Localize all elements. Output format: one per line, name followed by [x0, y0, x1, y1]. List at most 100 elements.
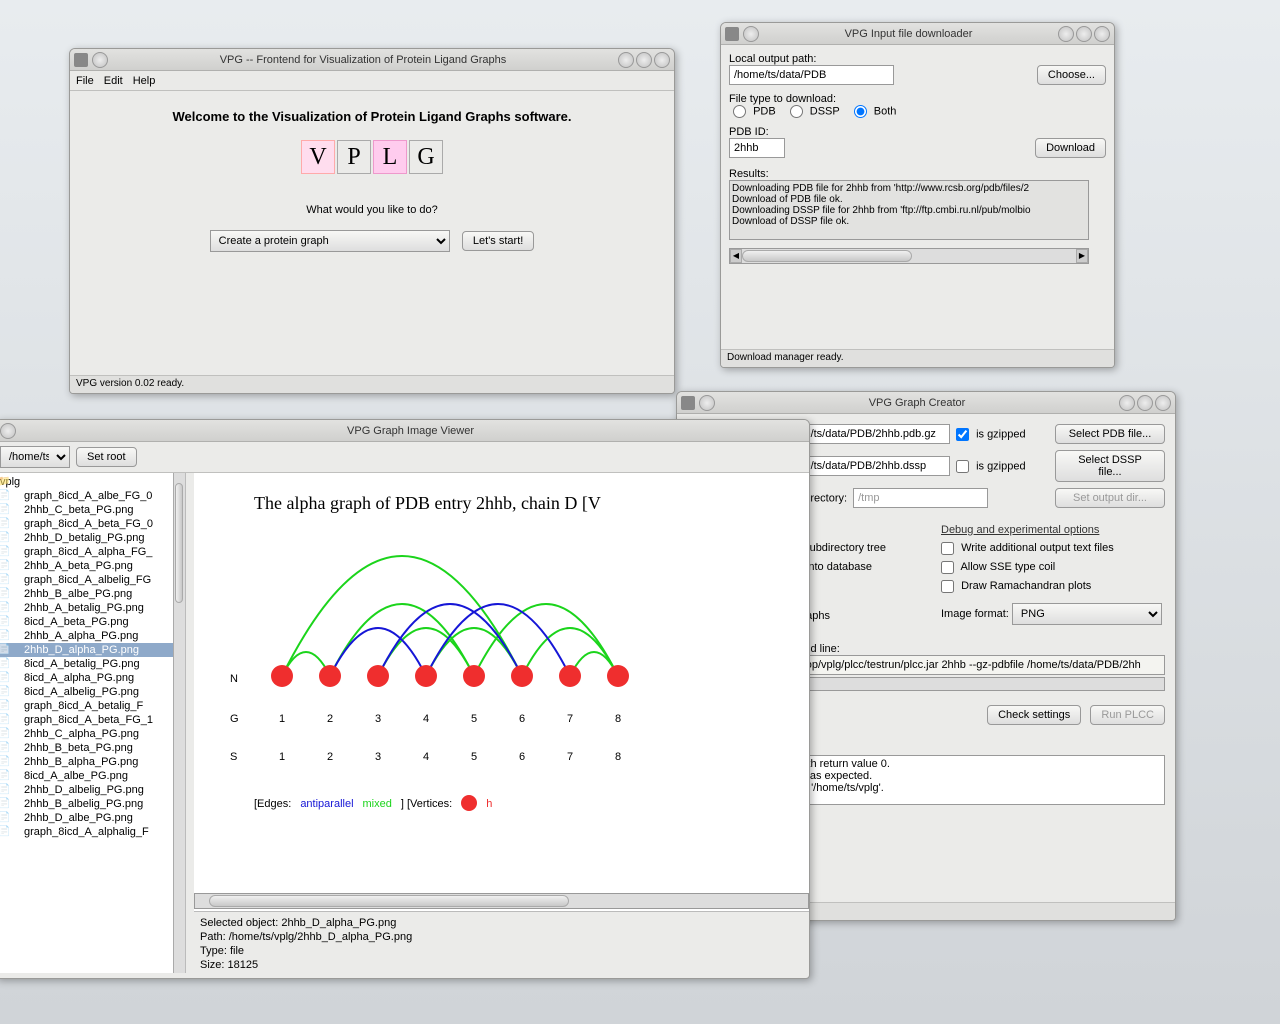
svg-text:4: 4 — [423, 751, 429, 763]
select-dssp-button[interactable]: Select DSSP file... — [1055, 450, 1165, 482]
tree-item[interactable]: 2hhb_B_alpha_PG.png — [0, 755, 185, 769]
viewer-title: VPG Graph Image Viewer — [16, 425, 805, 437]
viewer-toolbar: /home/ts Set root — [0, 442, 809, 473]
check-settings-button[interactable]: Check settings — [987, 705, 1081, 725]
app-state-icon — [92, 52, 108, 68]
minimize-button[interactable] — [618, 52, 634, 68]
setroot-button[interactable]: Set root — [76, 447, 137, 467]
tree-item[interactable]: 2hhb_A_betalig_PG.png — [0, 601, 185, 615]
minimize-button[interactable] — [1119, 395, 1135, 411]
viewer-titlebar[interactable]: VPG Graph Image Viewer — [0, 420, 809, 442]
tree-item[interactable]: 2hhb_A_beta_PG.png — [0, 559, 185, 573]
select-pdb-button[interactable]: Select PDB file... — [1055, 424, 1165, 444]
close-button[interactable] — [1094, 26, 1110, 42]
pdbid-label: PDB ID: — [729, 126, 1106, 138]
tree-item[interactable]: graph_8icd_A_beta_FG_0 — [0, 517, 185, 531]
download-button[interactable]: Download — [1035, 138, 1106, 158]
radio-pdb[interactable]: PDB — [733, 105, 776, 118]
pdbid-input[interactable] — [729, 138, 785, 158]
tree-item[interactable]: 8icd_A_alpha_PG.png — [0, 671, 185, 685]
opt-ramachandran[interactable]: Draw Ramachandran plots — [941, 580, 1091, 592]
tree-item[interactable]: 2hhb_B_albelig_PG.png — [0, 797, 185, 811]
svg-text:3: 3 — [375, 713, 381, 725]
opt-sse-coil[interactable]: Allow SSE type coil — [941, 561, 1055, 573]
radio-dssp[interactable]: DSSP — [790, 105, 840, 118]
close-button[interactable] — [654, 52, 670, 68]
logo-letter-g: G — [409, 140, 443, 174]
svg-text:8: 8 — [615, 713, 621, 725]
legend-mixed: mixed — [363, 798, 392, 810]
choose-button[interactable]: Choose... — [1037, 65, 1106, 85]
svg-text:8: 8 — [615, 751, 621, 763]
image-format-select[interactable]: PNG — [1012, 603, 1162, 625]
start-button[interactable]: Let's start! — [462, 231, 534, 251]
view-hscroll[interactable] — [194, 893, 809, 909]
tree-item[interactable]: 2hhb_A_alpha_PG.png — [0, 629, 185, 643]
downloader-titlebar[interactable]: VPG Input file downloader — [721, 23, 1114, 45]
menu-help[interactable]: Help — [133, 75, 156, 87]
svg-text:6: 6 — [519, 713, 525, 725]
tree-item[interactable]: 2hhb_B_albe_PG.png — [0, 587, 185, 601]
svg-text:G: G — [230, 713, 239, 725]
tree-item[interactable]: graph_8icd_A_betalig_F — [0, 699, 185, 713]
run-plcc-button: Run PLCC — [1090, 705, 1165, 725]
minimize-button[interactable] — [1058, 26, 1074, 42]
maximize-button[interactable] — [1076, 26, 1092, 42]
svg-text:4: 4 — [423, 713, 429, 725]
creator-titlebar[interactable]: VPG Graph Creator — [677, 392, 1175, 414]
app-icon — [74, 53, 88, 67]
action-select[interactable]: Create a protein graph — [210, 230, 450, 252]
downloader-status: Download manager ready. — [721, 349, 1114, 367]
maximize-button[interactable] — [1137, 395, 1153, 411]
results-hscroll[interactable]: ◀▶ — [729, 248, 1089, 264]
gzipped-dssp-checkbox[interactable]: is gzipped — [956, 460, 1026, 473]
tree-item[interactable]: 8icd_A_albe_PG.png — [0, 769, 185, 783]
info-size: Size: 18125 — [200, 958, 803, 972]
main-status: VPG version 0.02 ready. — [70, 375, 674, 393]
file-tree[interactable]: vplggraph_8icd_A_albe_FG_02hhb_C_beta_PG… — [0, 473, 186, 973]
main-titlebar[interactable]: VPG -- Frontend for Visualization of Pro… — [70, 49, 674, 71]
graph-legend: [Edges: antiparallel mixed ] [Vertices: … — [254, 791, 809, 812]
tree-item[interactable]: 2hhb_B_beta_PG.png — [0, 741, 185, 755]
info-type: Type: file — [200, 944, 803, 958]
tree-item[interactable]: 8icd_A_beta_PG.png — [0, 615, 185, 629]
logo-letter-l: L — [373, 140, 407, 174]
menu-edit[interactable]: Edit — [104, 75, 123, 87]
maximize-button[interactable] — [636, 52, 652, 68]
local-output-input[interactable] — [729, 65, 894, 85]
info-path: Path: /home/ts/vplg/2hhb_D_alpha_PG.png — [200, 930, 803, 944]
tree-item[interactable]: 8icd_A_albelig_PG.png — [0, 685, 185, 699]
tree-item[interactable]: 2hhb_C_alpha_PG.png — [0, 727, 185, 741]
opt-addl-text[interactable]: Write additional output text files — [941, 542, 1114, 554]
tree-item[interactable]: 2hhb_C_beta_PG.png — [0, 503, 185, 517]
app-icon — [725, 27, 739, 41]
tree-item[interactable]: graph_8icd_A_beta_FG_1 — [0, 713, 185, 727]
app-state-icon — [0, 423, 16, 439]
radio-both[interactable]: Both — [854, 105, 897, 118]
tree-item[interactable]: 2hhb_D_betalig_PG.png — [0, 531, 185, 545]
gzipped-pdb-checkbox[interactable]: is gzipped — [956, 428, 1026, 441]
tree-item[interactable]: graph_8icd_A_alphalig_F — [0, 825, 185, 839]
tree-item[interactable]: graph_8icd_A_albe_FG_0 — [0, 489, 185, 503]
set-outdir-button: Set output dir... — [1055, 488, 1165, 508]
path-select[interactable]: /home/ts — [0, 446, 70, 468]
filetype-label: File type to download: — [729, 93, 1106, 105]
viewer-window: VPG Graph Image Viewer /home/ts Set root… — [0, 419, 810, 979]
svg-text:N: N — [230, 673, 238, 685]
app-state-icon — [743, 26, 759, 42]
tree-item[interactable]: 2hhb_D_albelig_PG.png — [0, 783, 185, 797]
close-button[interactable] — [1155, 395, 1171, 411]
tree-item[interactable]: 8icd_A_betalig_PG.png — [0, 657, 185, 671]
app-state-icon — [699, 395, 715, 411]
svg-text:1: 1 — [279, 751, 285, 763]
tree-item[interactable]: graph_8icd_A_albelig_FG — [0, 573, 185, 587]
tree-root[interactable]: vplg — [0, 475, 185, 489]
tree-item[interactable]: graph_8icd_A_alpha_FG_ — [0, 545, 185, 559]
tree-item[interactable]: 2hhb_D_alpha_PG.png — [0, 643, 185, 657]
results-label: Results: — [729, 168, 1106, 180]
tree-item[interactable]: 2hhb_D_albe_PG.png — [0, 811, 185, 825]
app-icon — [681, 396, 695, 410]
tree-vscroll[interactable] — [173, 473, 185, 973]
creator-title: VPG Graph Creator — [715, 397, 1119, 409]
menu-file[interactable]: File — [76, 75, 94, 87]
